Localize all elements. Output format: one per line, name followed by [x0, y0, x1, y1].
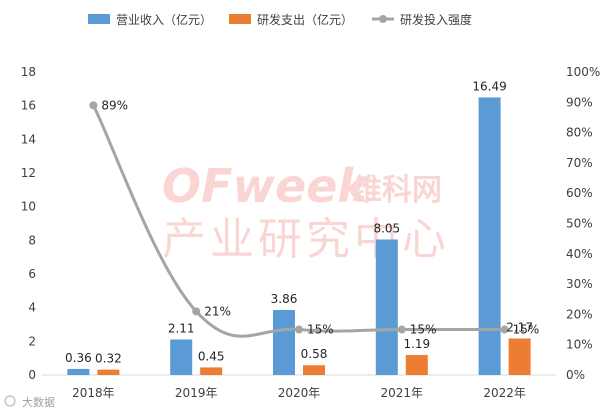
x-tick-label: 2022年 — [483, 386, 526, 400]
legend-item-label: 营业收入（亿元） — [116, 12, 212, 27]
y-left-tick-label: 14 — [21, 132, 36, 146]
x-tick-label: 2020年 — [278, 386, 321, 400]
watermark-brand-cn: 维科网 — [352, 173, 442, 208]
y-right-tick-label: 70% — [566, 156, 593, 170]
watermark: OFweek 维科网 产业研究中心 — [162, 159, 450, 265]
y-left-tick-label: 0 — [28, 368, 36, 382]
bar-label: 0.58 — [301, 347, 328, 361]
bar-rd-4 — [508, 338, 531, 375]
bar-rd-2 — [303, 365, 325, 375]
line-label: 89% — [101, 98, 128, 112]
intensity-line-path — [92, 104, 505, 338]
bar-revenue-2 — [273, 310, 295, 375]
bar-label: 1.19 — [403, 337, 430, 351]
y-right-tick-label: 0% — [566, 368, 585, 382]
y-right-tick-label: 30% — [566, 277, 593, 291]
intensity-point-1 — [192, 307, 201, 316]
y-right-tick-label: 100% — [566, 65, 600, 79]
bar-revenue-1 — [170, 339, 193, 375]
bar-label: 8.05 — [373, 221, 400, 235]
y-left-tick-label: 10 — [21, 200, 36, 214]
y-left-tick-label: 6 — [28, 267, 36, 281]
bar-label: 0.36 — [65, 351, 92, 365]
bar-revenue-0 — [67, 368, 90, 375]
y-left-tick-label: 4 — [28, 301, 36, 315]
y-right-tick-label: 50% — [566, 217, 593, 231]
watermark-brand-latin: OFweek — [162, 159, 370, 213]
y-right-tick-label: 90% — [566, 95, 593, 109]
y-right-tick-label: 20% — [566, 307, 593, 321]
bar-label: 2.11 — [168, 321, 195, 335]
y-right-tick-label: 40% — [566, 247, 593, 261]
watermark-subtitle: 产业研究中心 — [162, 214, 450, 265]
x-axis: 2018年 2019年 2020年 2021年 2022年 — [42, 374, 556, 400]
bar-label: 16.49 — [472, 79, 506, 93]
legend-item-label: 研发投入强度 — [400, 12, 472, 27]
y-left-tick-label: 8 — [28, 233, 36, 247]
y-right-tick-label: 10% — [566, 338, 593, 352]
intensity-point-3 — [397, 325, 406, 334]
bar-rd-0 — [97, 369, 120, 375]
x-tick-label: 2021年 — [381, 386, 424, 400]
bar-label: 2.17 — [506, 320, 533, 334]
legend-swatch — [88, 14, 110, 24]
legend-swatch — [229, 14, 251, 24]
bar-label: 0.32 — [95, 352, 122, 366]
intensity-point-4 — [500, 325, 509, 334]
bar-rd-1 — [200, 367, 223, 375]
legend-marker — [379, 15, 387, 23]
source-footer: 大数据 — [4, 395, 55, 409]
x-tick-label: 2018年 — [72, 386, 115, 400]
y-right-tick-label: 80% — [566, 126, 593, 140]
y-left-tick-label: 12 — [21, 166, 36, 180]
intensity-line — [89, 101, 509, 338]
bar-revenue-3 — [375, 239, 398, 375]
legend: 营业收入（亿元） 研发支出（亿元） 研发投入强度 — [88, 12, 472, 27]
source-text: 大数据 — [22, 395, 55, 409]
y-right-tick-label: 60% — [566, 186, 593, 200]
y-axis-left: 0 2 4 6 8 10 12 14 16 18 — [21, 65, 36, 382]
bar-rd-3 — [405, 354, 428, 375]
x-tick-label: 2019年 — [175, 386, 218, 400]
bar-label: 3.86 — [271, 292, 298, 306]
bars — [67, 97, 531, 375]
line-label: 15% — [410, 323, 437, 337]
line-label: 15% — [307, 323, 334, 337]
intensity-point-0 — [89, 101, 98, 110]
y-left-tick-label: 2 — [28, 334, 36, 348]
data-labels: 0.36 2.11 3.86 8.05 16.49 0.32 0.45 0.58 1.19 2.1… — [65, 79, 539, 365]
y-left-tick-label: 16 — [21, 99, 36, 113]
bar-revenue-4 — [478, 97, 501, 375]
intensity-point-2 — [295, 325, 303, 334]
line-label: 15% — [513, 323, 540, 337]
y-axis-right: 0% 10% 20% 30% 40% 50% 60% 70% 80% 90% 100% — [566, 65, 600, 382]
legend-item-label: 研发支出（亿元） — [257, 12, 353, 27]
y-left-tick-label: 18 — [21, 65, 36, 79]
line-label: 21% — [204, 304, 231, 318]
bar-label: 0.45 — [198, 349, 225, 363]
